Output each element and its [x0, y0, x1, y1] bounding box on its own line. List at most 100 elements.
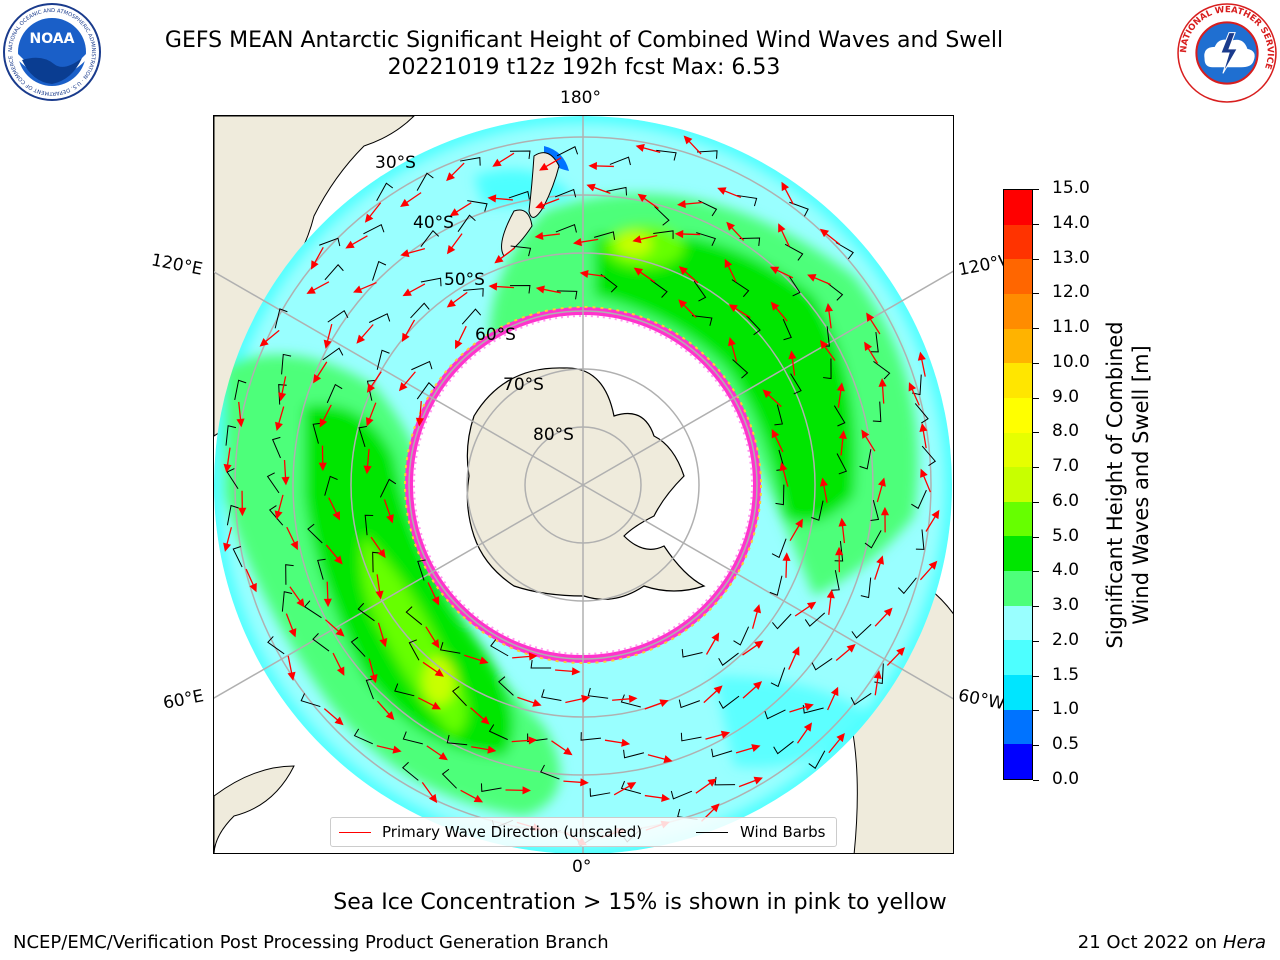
colorbar-segment [1004, 189, 1032, 225]
lat-label-80s: 80°S [533, 425, 574, 445]
wind-barb [859, 449, 872, 470]
wave-direction-arrow [873, 670, 882, 696]
wind-barb [420, 277, 442, 287]
wave-direction-arrow [919, 560, 938, 581]
wind-barb [467, 200, 488, 212]
chart-subtitle: 20221019 t12z 192h fcst Max: 6.53 [387, 55, 781, 80]
wave-direction-arrow [637, 193, 659, 209]
colorbar-tick-label: 5.0 [1052, 525, 1080, 546]
wave-direction-arrow [401, 319, 416, 343]
wave-direction-arrow [644, 699, 669, 710]
wind-barb [680, 732, 702, 742]
wind-barb [914, 403, 929, 424]
graticule [214, 116, 953, 853]
wave-direction-arrow [633, 267, 656, 283]
colorbar-tick-mark [1033, 536, 1039, 538]
wind-barb [718, 695, 740, 709]
wave-direction-arrow [289, 586, 305, 608]
wind-barb [826, 282, 844, 301]
colorbar-tick-label: 6.0 [1052, 490, 1080, 511]
wave-direction-arrow [788, 350, 797, 376]
wave-direction-arrow [494, 247, 516, 264]
wind-barb [411, 360, 433, 371]
colorbar-tick-label: 7.0 [1052, 456, 1080, 477]
wind-barb [319, 237, 341, 247]
wave-direction-arrow [427, 582, 440, 606]
wind-barb [870, 331, 879, 353]
wind-barb [509, 150, 531, 160]
wave-direction-arrow [238, 490, 247, 517]
wave-direction-arrow [838, 517, 847, 544]
colorbar-segment [1004, 397, 1032, 433]
colorbar-tick-mark [1033, 189, 1039, 190]
meridian-line [582, 270, 953, 486]
colorbar-tick-mark [1033, 501, 1039, 503]
wind-barb [811, 500, 824, 521]
lon-label-180: 180° [560, 88, 601, 108]
wave-direction-arrow [796, 722, 813, 744]
wind-barb [739, 237, 761, 246]
wave-direction-arrow [535, 285, 561, 294]
wind-barb [460, 157, 481, 166]
colorbar-segment [1004, 535, 1032, 572]
wind-barb [811, 658, 833, 671]
wind-barb [864, 530, 882, 549]
wave-direction-arrow [565, 694, 591, 704]
wave-direction-arrow [762, 389, 782, 408]
wind-barb [452, 686, 467, 707]
wind-barb [488, 724, 508, 741]
wave-direction-arrow [400, 192, 422, 208]
wave-direction-arrow [365, 402, 377, 427]
wave-direction-arrow [487, 194, 513, 203]
wave-direction-arrow [703, 685, 723, 704]
wind-barb [782, 318, 792, 341]
wave-direction-arrow [861, 429, 876, 452]
wind-barb [789, 201, 809, 217]
wave-direction-arrow [876, 477, 886, 503]
wave-direction-arrow [826, 589, 835, 615]
wave-direction-arrow [511, 736, 538, 745]
wind-barb [620, 780, 641, 795]
wind-barb [358, 425, 367, 448]
wave-direction-arrow [245, 568, 257, 593]
wave-direction-arrow [356, 324, 374, 344]
wave-direction-arrow [488, 282, 514, 291]
wind-barb [790, 373, 802, 395]
coastlines [501, 152, 560, 257]
wind-barb [745, 315, 761, 336]
footer-host: Hera [1222, 932, 1266, 953]
wind-barb [554, 188, 577, 198]
wind-barb [410, 302, 430, 319]
wind-barb [420, 229, 440, 247]
wave-direction-arrow [470, 707, 490, 725]
wind-barb [372, 551, 381, 573]
wind-barb [870, 499, 880, 521]
colorbar-segment [1004, 466, 1032, 502]
wind-barb [376, 182, 394, 201]
lat-label-30s: 30°S [375, 153, 416, 173]
wind-barb [417, 559, 426, 581]
wind-barb [312, 422, 322, 444]
wave-direction-arrow [383, 499, 394, 524]
wave-direction-arrow [278, 376, 287, 402]
footer-date-text: 21 Oct 2022 on [1077, 932, 1223, 953]
colorbar-tick-label: 15.0 [1052, 178, 1090, 198]
wave-direction-arrow [398, 371, 416, 392]
wind-barb [405, 606, 423, 626]
wind-barb [353, 728, 374, 745]
wave-direction-arrow [535, 198, 560, 209]
wave-direction-arrow [377, 622, 388, 648]
colorbar-segment [1004, 432, 1032, 468]
wave-direction-arrow [864, 341, 879, 364]
colorbar-tick-label: 8.0 [1052, 421, 1080, 442]
wind-barb [850, 692, 872, 706]
wind-barb [416, 172, 434, 191]
wind-barb [873, 360, 891, 380]
wind-barb [266, 472, 280, 494]
wind-barb [823, 358, 832, 380]
wave-direction-arrow [446, 233, 463, 255]
wind-barb [509, 285, 531, 294]
wind-barb [439, 642, 461, 654]
wave-direction-arrow [738, 776, 763, 788]
lon-label-120e: 120°E [149, 250, 205, 280]
